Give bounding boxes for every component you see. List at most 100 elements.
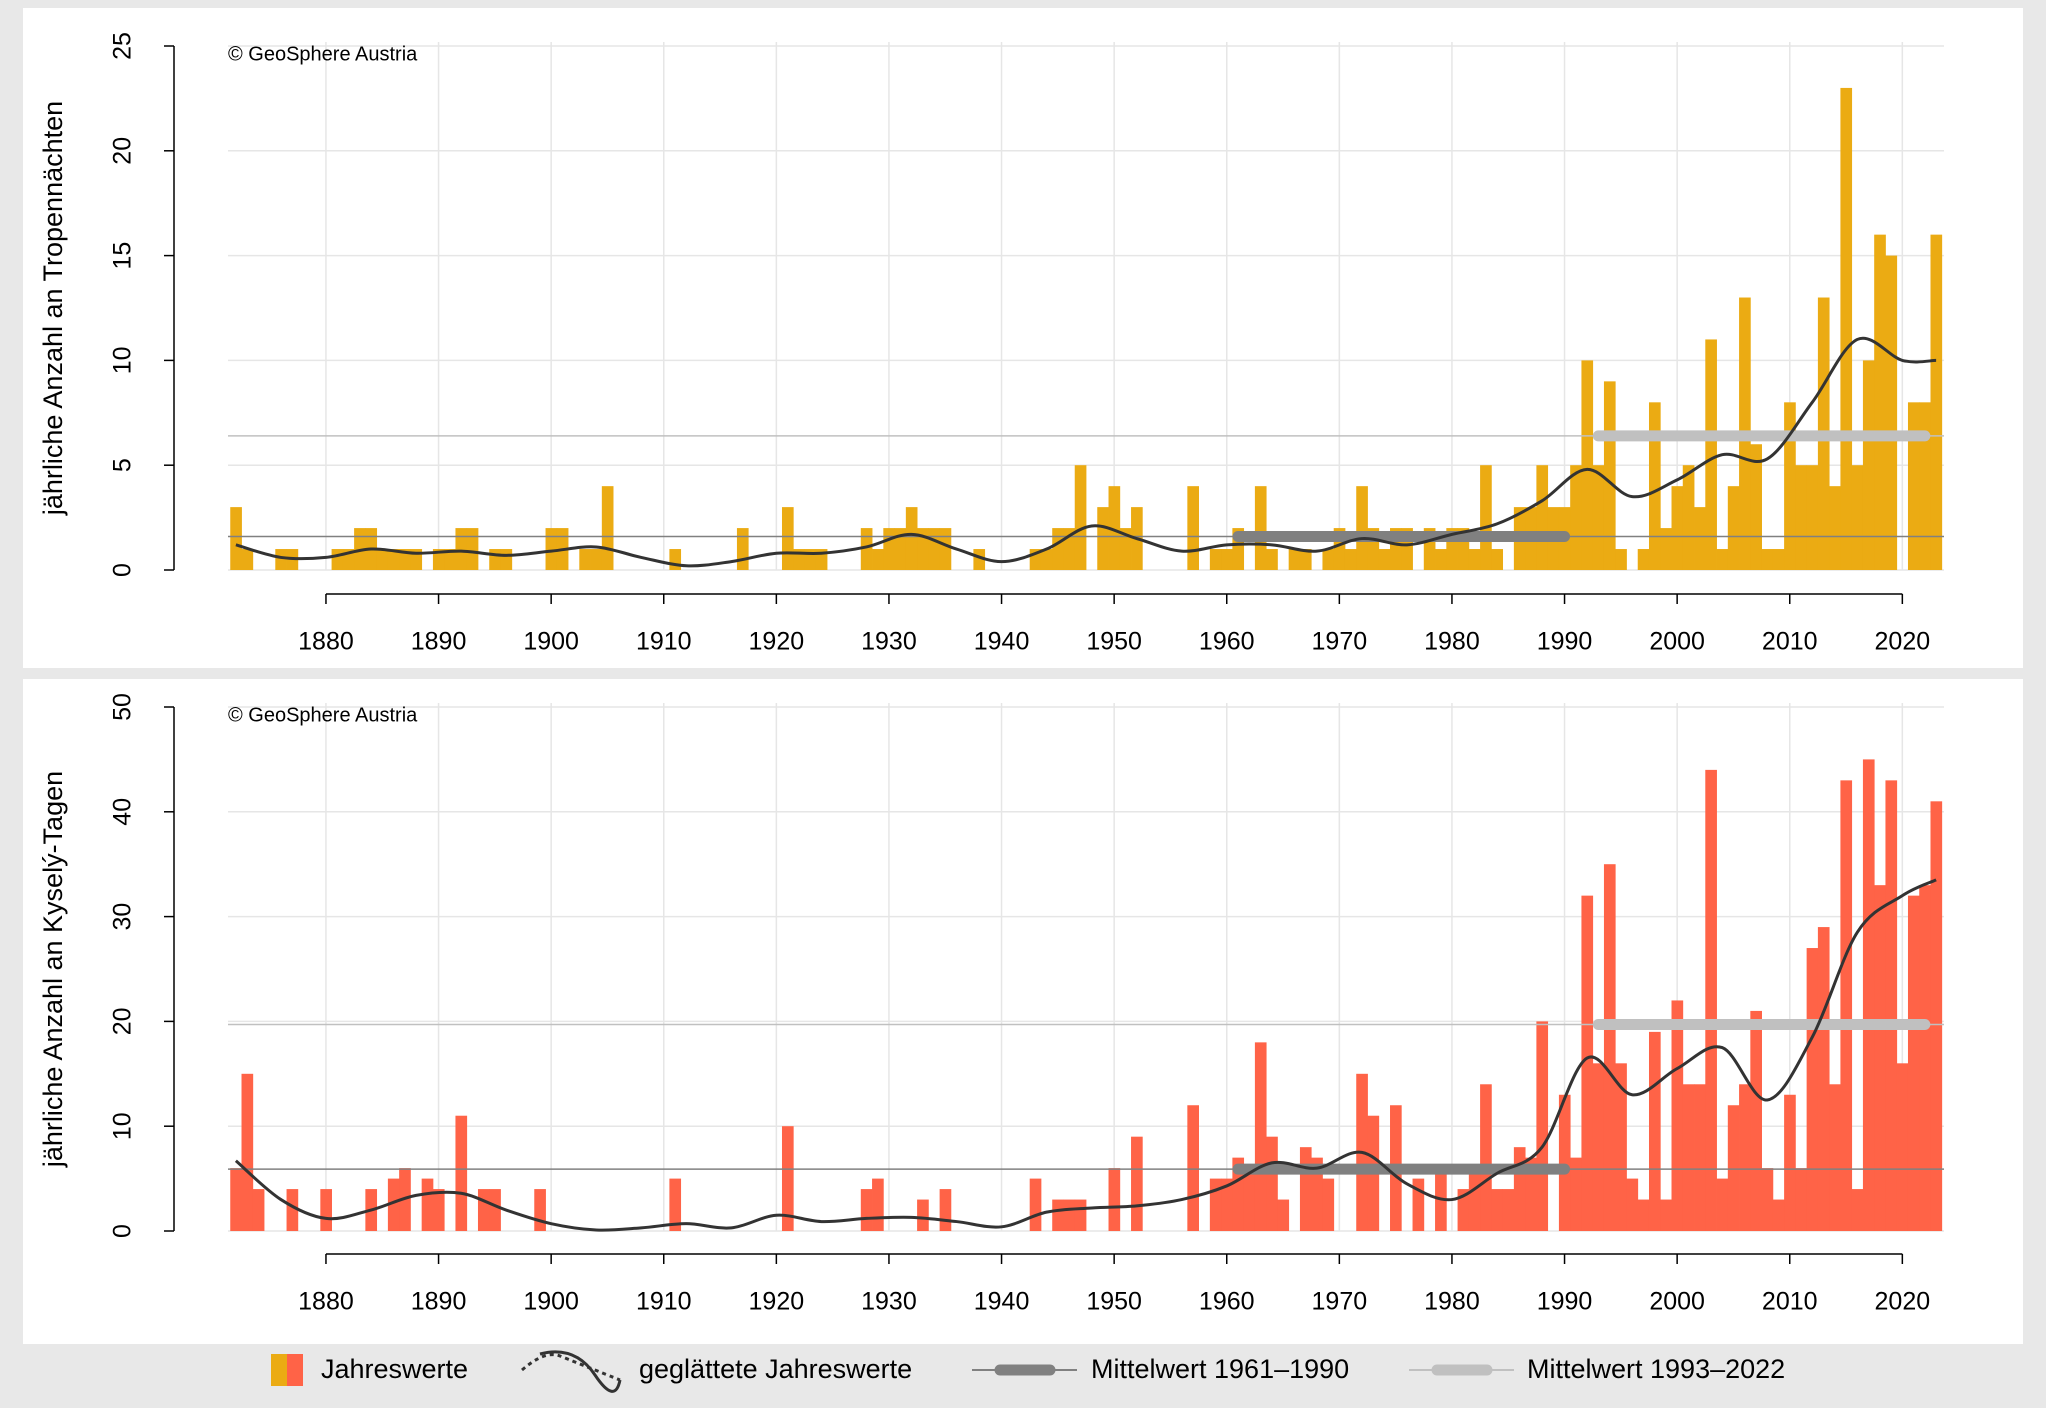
bar — [1648, 1031, 1661, 1231]
bar — [387, 549, 400, 570]
x-tick-label: 2010 — [1762, 1288, 1818, 1316]
bar — [1423, 528, 1436, 570]
x-tick-label: 1880 — [298, 628, 354, 656]
panel-bottom — [23, 679, 2023, 1344]
bar — [500, 549, 513, 570]
bar — [860, 1189, 873, 1231]
bar — [1727, 1105, 1740, 1231]
y-tick-label: 10 — [109, 346, 137, 374]
x-tick-label: 1990 — [1537, 1288, 1593, 1316]
bar — [1131, 1136, 1143, 1231]
bar — [669, 549, 682, 570]
bar — [230, 507, 242, 570]
bar — [736, 528, 749, 570]
bar — [1367, 528, 1380, 570]
bar — [1221, 1178, 1233, 1231]
y-tick-label: 20 — [109, 137, 137, 165]
bar — [1761, 1168, 1774, 1231]
bar — [342, 549, 355, 570]
bar — [1401, 528, 1413, 570]
bar — [917, 1199, 929, 1231]
bar — [1626, 1178, 1639, 1231]
bar — [489, 549, 501, 570]
bar — [1480, 1084, 1492, 1231]
x-tick-label: 1880 — [298, 1288, 354, 1316]
bar — [1840, 87, 1853, 571]
bar — [421, 1178, 434, 1231]
bar — [1603, 864, 1616, 1231]
bar — [1322, 1178, 1335, 1231]
bar — [399, 549, 411, 570]
x-tick-label: 2020 — [1875, 628, 1931, 656]
legend-label: Mittelwert 1961–1990 — [1091, 1354, 1349, 1384]
bar — [1671, 1000, 1684, 1231]
y-tick-label: 10 — [109, 1112, 137, 1140]
y-tick-label: 0 — [109, 1224, 137, 1238]
x-tick-label: 2010 — [1762, 628, 1818, 656]
bar — [1052, 528, 1064, 570]
bar — [872, 1178, 884, 1231]
bar — [1907, 895, 1920, 1231]
bar — [1480, 465, 1492, 570]
x-tick-label: 1920 — [749, 1288, 805, 1316]
annotation: © GeoSphere Austria — [228, 704, 418, 726]
bar — [1390, 528, 1402, 570]
bar — [1739, 1084, 1751, 1231]
bar — [1772, 549, 1785, 570]
bar — [1232, 1157, 1245, 1231]
bar — [1851, 1189, 1864, 1231]
x-tick-label: 1930 — [861, 1288, 917, 1316]
bar — [1930, 234, 1943, 570]
legend: Jahreswerte geglättete Jahreswerte Mitte… — [271, 1350, 1785, 1393]
bar — [1592, 465, 1605, 570]
legend-swatch — [271, 1354, 287, 1386]
bar — [275, 549, 287, 570]
bar — [1829, 486, 1841, 570]
bar — [376, 549, 389, 570]
bar — [1682, 1084, 1695, 1231]
bar — [894, 528, 907, 570]
bar — [804, 549, 817, 570]
x-tick-label: 2000 — [1649, 628, 1705, 656]
bar — [1108, 1168, 1121, 1231]
bar — [1648, 402, 1661, 570]
bar — [1570, 1157, 1582, 1231]
bar — [1209, 1178, 1222, 1231]
annotation: © GeoSphere Austria — [228, 43, 418, 65]
bar — [1806, 948, 1819, 1231]
bar — [1108, 486, 1121, 570]
bar — [860, 528, 873, 570]
x-tick-label: 1980 — [1424, 628, 1480, 656]
x-tick-label: 1990 — [1537, 628, 1593, 656]
bar — [1885, 780, 1898, 1231]
bar — [1637, 1199, 1650, 1231]
x-tick-label: 1940 — [974, 1288, 1030, 1316]
x-tick-label: 1950 — [1086, 1288, 1142, 1316]
bar — [1772, 1199, 1785, 1231]
y-tick-label: 25 — [109, 32, 137, 60]
bar — [477, 1189, 490, 1231]
x-tick-label: 1910 — [636, 1288, 692, 1316]
bar — [1074, 465, 1087, 570]
bar — [590, 549, 603, 570]
bar — [1063, 528, 1076, 570]
bar — [1727, 486, 1740, 570]
bar — [1435, 549, 1447, 570]
bar — [1716, 549, 1729, 570]
bar — [1806, 465, 1819, 570]
bar — [579, 549, 591, 570]
legend-line — [539, 1350, 622, 1393]
bar — [1840, 780, 1853, 1231]
bar — [1288, 549, 1301, 570]
smoothed-line — [234, 878, 1937, 1232]
bar — [872, 549, 884, 570]
bar — [1119, 528, 1132, 570]
bar — [387, 1178, 400, 1231]
bar — [1694, 507, 1706, 570]
bar — [1660, 1199, 1672, 1231]
bar — [455, 528, 468, 570]
bar — [1671, 486, 1684, 570]
bar — [1637, 549, 1650, 570]
y-tick-label: 30 — [109, 903, 137, 931]
bar — [1694, 1084, 1706, 1231]
